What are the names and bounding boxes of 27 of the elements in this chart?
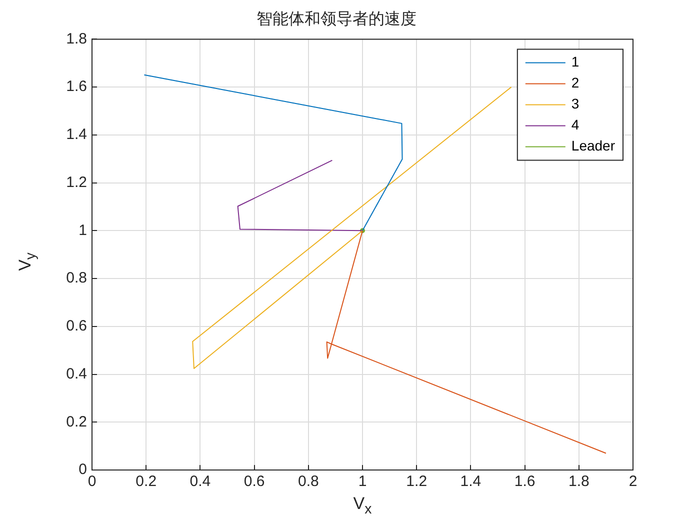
y-tick-label: 1.4 [66, 126, 87, 144]
x-axis-title: V$_{x}$ [352, 494, 373, 518]
y-tick-label: 0.4 [66, 365, 87, 382]
x-tick-label: 0.4 [190, 473, 211, 490]
y-tick-label: 1.2 [66, 174, 87, 191]
y-tick-label: 0.8 [66, 270, 87, 287]
x-tick-label: 0.8 [298, 473, 319, 490]
x-tick-label: 1 [358, 473, 367, 490]
legend-label: 3 [571, 96, 580, 112]
x-tick-label: 2 [628, 473, 638, 490]
x-tick-label: 1.6 [514, 473, 536, 490]
x-tick-label: 0.2 [136, 473, 157, 490]
x-tick-label: 0.6 [244, 473, 265, 490]
x-tick-label: 1.8 [568, 473, 590, 490]
x-tick-label: 1.4 [460, 473, 482, 490]
y-tick-label: 0.2 [66, 413, 87, 430]
y-tick-label: 1 [78, 222, 87, 239]
legend-label: Leader [571, 138, 616, 154]
y-tick-label: 0.6 [66, 318, 87, 335]
y-tick-label: 0 [78, 461, 87, 478]
legend-label: 2 [571, 74, 580, 91]
legend-label: 1 [571, 54, 580, 70]
legend-label: 4 [571, 116, 580, 133]
chart-title: 智能体和领导者的速度 [256, 8, 416, 28]
x-tick-label: 1.2 [406, 473, 428, 490]
y-tick-label: 1.6 [66, 78, 87, 96]
y-tick-label: 1.8 [66, 30, 87, 48]
